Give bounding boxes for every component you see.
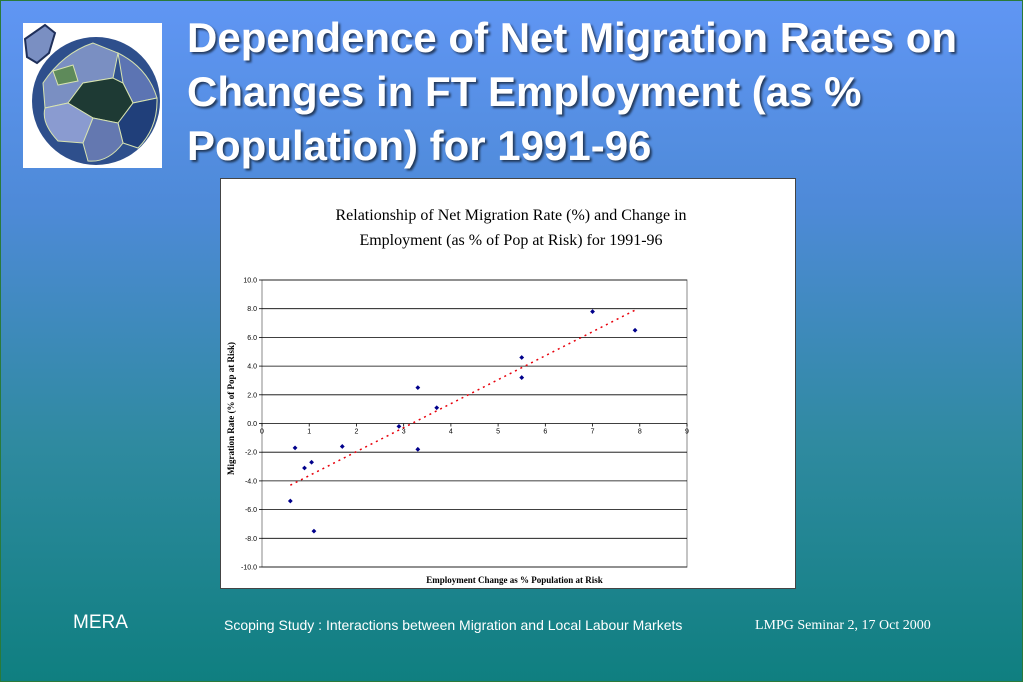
data-point [311,528,317,534]
data-point [519,375,525,380]
footer-study-title: Scoping Study : Interactions between Mig… [224,617,683,633]
y-tick-label: 10.0 [243,278,257,285]
x-tick-label: 5 [496,429,500,436]
chart-title-line-2: Employment (as % of Pop at Risk) for 199… [359,232,663,249]
x-tick-label: 8 [638,429,642,436]
y-tick-label: -10.0 [241,565,257,572]
y-tick-label: -6.0 [245,507,257,514]
data-point [434,405,440,411]
x-tick-label: 9 [685,429,689,436]
globe-jigsaw-icon [23,23,160,165]
slide-title: Dependence of Net Migration Rates on Cha… [187,14,958,169]
data-point [287,498,293,504]
data-point [415,385,421,391]
x-tick-label: 6 [543,429,547,436]
data-point [632,327,638,333]
data-point [339,444,345,449]
y-tick-label: 6.0 [247,335,257,342]
y-tick-label: 8.0 [247,306,257,313]
data-point [415,446,421,452]
y-tick-label: 2.0 [247,392,257,399]
data-point [309,459,314,465]
y-tick-label: -4.0 [245,478,257,485]
y-tick-label: -2.0 [245,450,257,457]
chart-panel: Relationship of Net Migration Rate (%) a… [220,178,796,589]
footer-seminar-date: LMPG Seminar 2, 17 Oct 2000 [755,618,931,633]
y-tick-label: 4.0 [247,364,257,371]
data-point [396,423,402,429]
x-tick-label: 0 [260,429,264,436]
y-axis-label: Migration Rate (% of Pop at Risk) [226,342,236,475]
x-tick-label: 7 [591,429,595,436]
y-tick-label: -8.0 [245,536,257,543]
x-tick-label: 2 [354,429,358,436]
x-tick-label: 3 [402,429,406,436]
data-point [292,445,298,451]
data-point [590,309,595,314]
y-tick-label: 0.0 [247,421,257,428]
footer-org: MERA [73,612,128,633]
chart-title-line-1: Relationship of Net Migration Rate (%) a… [335,207,687,224]
x-axis-label: Employment Change as % Population at Ris… [426,575,603,585]
scatter-chart: 10.0 8.0 6.0 4.0 2.0 0.0 -2.0 -4.0 -6.0 -8.0 -10.0… [226,278,689,586]
chart-title: Relationship of Net Migration Rate (%) a… [261,203,761,253]
globe-jigsaw-logo [23,23,162,168]
trendline [289,309,636,486]
data-point [519,355,525,360]
data-point [302,465,307,471]
x-tick-label: 4 [449,429,453,436]
x-tick-label: 1 [307,429,311,436]
